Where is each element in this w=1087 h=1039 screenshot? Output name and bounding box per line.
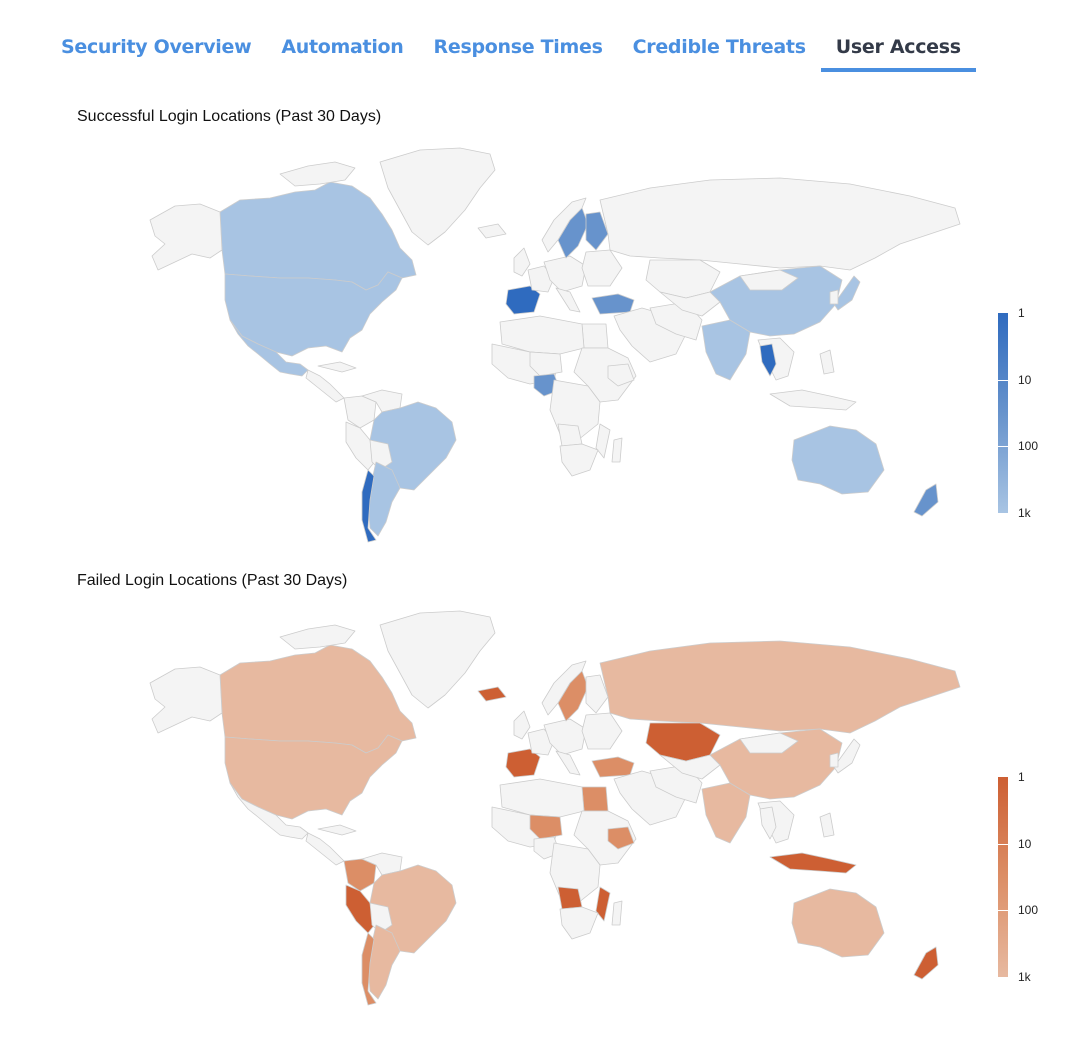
region-ethiopia[interactable] — [607, 826, 635, 850]
tab-bar: Security Overview Automation Response Ti… — [46, 26, 976, 74]
region-russia[interactable] — [599, 640, 961, 734]
legend-tick-label: 1 — [1018, 770, 1025, 784]
region-greenland[interactable] — [379, 147, 496, 246]
region-madagascar[interactable] — [611, 900, 623, 926]
region-egypt[interactable] — [581, 323, 609, 349]
region-italy[interactable] — [555, 287, 581, 313]
region-thailand[interactable] — [759, 343, 777, 377]
failed-login-map[interactable] — [130, 603, 970, 1008]
region-thailand[interactable] — [759, 806, 777, 840]
region-arctic-islands[interactable] — [279, 624, 356, 650]
region-south-africa[interactable] — [559, 906, 599, 940]
region-turkey[interactable] — [591, 756, 635, 778]
region-mozambique[interactable] — [595, 886, 611, 922]
region-chile[interactable] — [361, 469, 377, 543]
region-norway[interactable] — [541, 197, 587, 253]
region-ethiopia[interactable] — [607, 363, 635, 387]
legend-tick — [998, 910, 1008, 912]
region-indonesia[interactable] — [769, 852, 857, 874]
region-cuba[interactable] — [317, 824, 357, 836]
region-uk[interactable] — [513, 247, 531, 277]
region-south-africa[interactable] — [559, 443, 599, 477]
region-italy[interactable] — [555, 750, 581, 776]
legend-tick-label: 10 — [1018, 372, 1032, 387]
region-iceland[interactable] — [477, 686, 507, 702]
region-india[interactable] — [701, 782, 751, 844]
region-new-zealand[interactable] — [913, 946, 939, 980]
region-peru[interactable] — [345, 421, 377, 471]
tab-security-overview[interactable]: Security Overview — [61, 36, 252, 58]
region-finland[interactable] — [585, 211, 609, 251]
legend-color-bar — [998, 777, 1008, 977]
legend-tick-label: 1k — [1018, 970, 1031, 984]
tab-automation[interactable]: Automation — [281, 36, 404, 58]
region-mongolia[interactable] — [739, 269, 799, 291]
region-central-am[interactable] — [305, 369, 345, 403]
region-mexico[interactable] — [229, 319, 309, 377]
legend-tick-label: 1 — [1018, 306, 1025, 320]
successful-login-map[interactable] — [130, 140, 970, 545]
region-peru[interactable] — [345, 884, 377, 934]
failed-login-legend: 1 10 100 1k — [998, 770, 1058, 984]
region-mexico[interactable] — [229, 782, 309, 840]
tab-user-access[interactable]: User Access — [820, 26, 976, 74]
region-north-africa[interactable] — [499, 778, 585, 818]
region-turkey[interactable] — [591, 293, 635, 315]
region-norway[interactable] — [541, 660, 587, 716]
region-uk[interactable] — [513, 710, 531, 740]
region-central-eu[interactable] — [543, 255, 587, 293]
successful-login-legend: 1 10 100 1k — [998, 306, 1058, 520]
region-korea[interactable] — [829, 752, 839, 768]
legend-tick-label: 100 — [1018, 439, 1039, 454]
legend-tick-label: 1k — [1018, 506, 1031, 520]
region-egypt[interactable] — [581, 786, 609, 812]
region-alaska[interactable] — [149, 203, 223, 271]
region-east-africa[interactable] — [573, 347, 637, 403]
region-spain[interactable] — [505, 748, 541, 778]
region-philippines[interactable] — [819, 812, 835, 838]
region-north-africa[interactable] — [499, 315, 585, 355]
region-angola[interactable] — [557, 423, 583, 447]
legend-tick — [998, 446, 1008, 448]
region-australia[interactable] — [791, 425, 885, 495]
region-central-eu[interactable] — [543, 718, 587, 756]
region-mongolia[interactable] — [739, 732, 799, 754]
legend-color-bar — [998, 313, 1008, 513]
region-philippines[interactable] — [819, 349, 835, 375]
region-cuba[interactable] — [317, 361, 357, 373]
region-greenland[interactable] — [379, 610, 496, 709]
legend-tick — [998, 379, 1008, 381]
successful-login-map-title: Successful Login Locations (Past 30 Days… — [77, 108, 382, 125]
legend-tick-label: 10 — [1018, 836, 1032, 851]
legend-tick-label: 100 — [1018, 903, 1039, 918]
failed-login-map-title: Failed Login Locations (Past 30 Days) — [77, 572, 348, 589]
legend-tick — [998, 843, 1008, 845]
region-new-zealand[interactable] — [913, 483, 939, 517]
region-angola[interactable] — [557, 886, 583, 910]
region-indonesia[interactable] — [769, 389, 857, 411]
region-east-eu[interactable] — [581, 712, 623, 750]
region-east-eu[interactable] — [581, 249, 623, 287]
region-iceland[interactable] — [477, 223, 507, 239]
region-alaska[interactable] — [149, 666, 223, 734]
region-australia[interactable] — [791, 888, 885, 958]
region-korea[interactable] — [829, 289, 839, 305]
region-mozambique[interactable] — [595, 423, 611, 459]
tab-response-times[interactable]: Response Times — [433, 36, 603, 58]
region-chile[interactable] — [361, 932, 377, 1006]
region-finland[interactable] — [585, 674, 609, 714]
region-spain[interactable] — [505, 285, 541, 315]
region-india[interactable] — [701, 319, 751, 381]
region-central-am[interactable] — [305, 832, 345, 866]
region-arctic-islands[interactable] — [279, 161, 356, 187]
tab-credible-threats[interactable]: Credible Threats — [632, 36, 806, 58]
region-russia[interactable] — [599, 177, 961, 271]
region-madagascar[interactable] — [611, 437, 623, 463]
region-east-africa[interactable] — [573, 810, 637, 866]
